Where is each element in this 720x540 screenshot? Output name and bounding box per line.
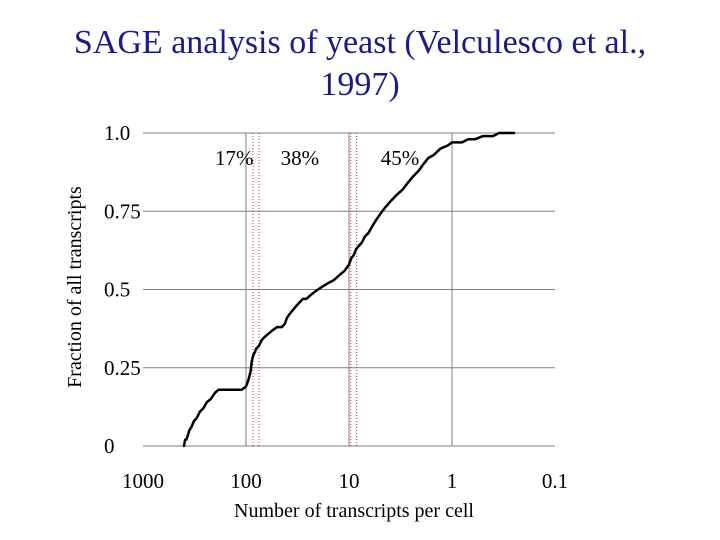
x-tick-label: 1 [447, 469, 458, 493]
y-axis-label: Fraction of all transcripts [64, 186, 86, 388]
x-axis-label: Number of transcripts per cell [234, 500, 474, 522]
x-tick-label: 10 [339, 469, 360, 493]
grid-lines [143, 132, 555, 447]
y-tick-label: 0.5 [104, 278, 130, 302]
y-tick-label: 0.25 [104, 356, 141, 380]
cumulative-curve [182, 131, 516, 448]
y-tick-label: 1.0 [104, 121, 130, 145]
y-tick-label: 0.75 [104, 199, 141, 223]
y-tick-label: 0 [104, 434, 115, 458]
region-percent-label: 38% [281, 146, 320, 170]
chart-title-line-1: SAGE analysis of yeast (Velculesco et al… [73, 24, 647, 61]
region-percent-label: 17% [215, 146, 254, 170]
region-percent-label: 45% [381, 146, 420, 170]
x-tick-label: 0.1 [542, 469, 568, 493]
region-markers [252, 133, 358, 446]
x-tick-label: 100 [230, 469, 262, 493]
x-tick-label: 1000 [122, 469, 164, 493]
tick-labels: 1.0 0.75 0.5 0.25 0 1000 100 10 1 0.1 17% 38% 45% [104, 121, 568, 493]
chart-title-line-2: 1997) [320, 66, 400, 103]
chart-title: SAGE analysis of yeast (Velculesco et al… [0, 22, 720, 106]
curve-layer [182, 131, 516, 448]
